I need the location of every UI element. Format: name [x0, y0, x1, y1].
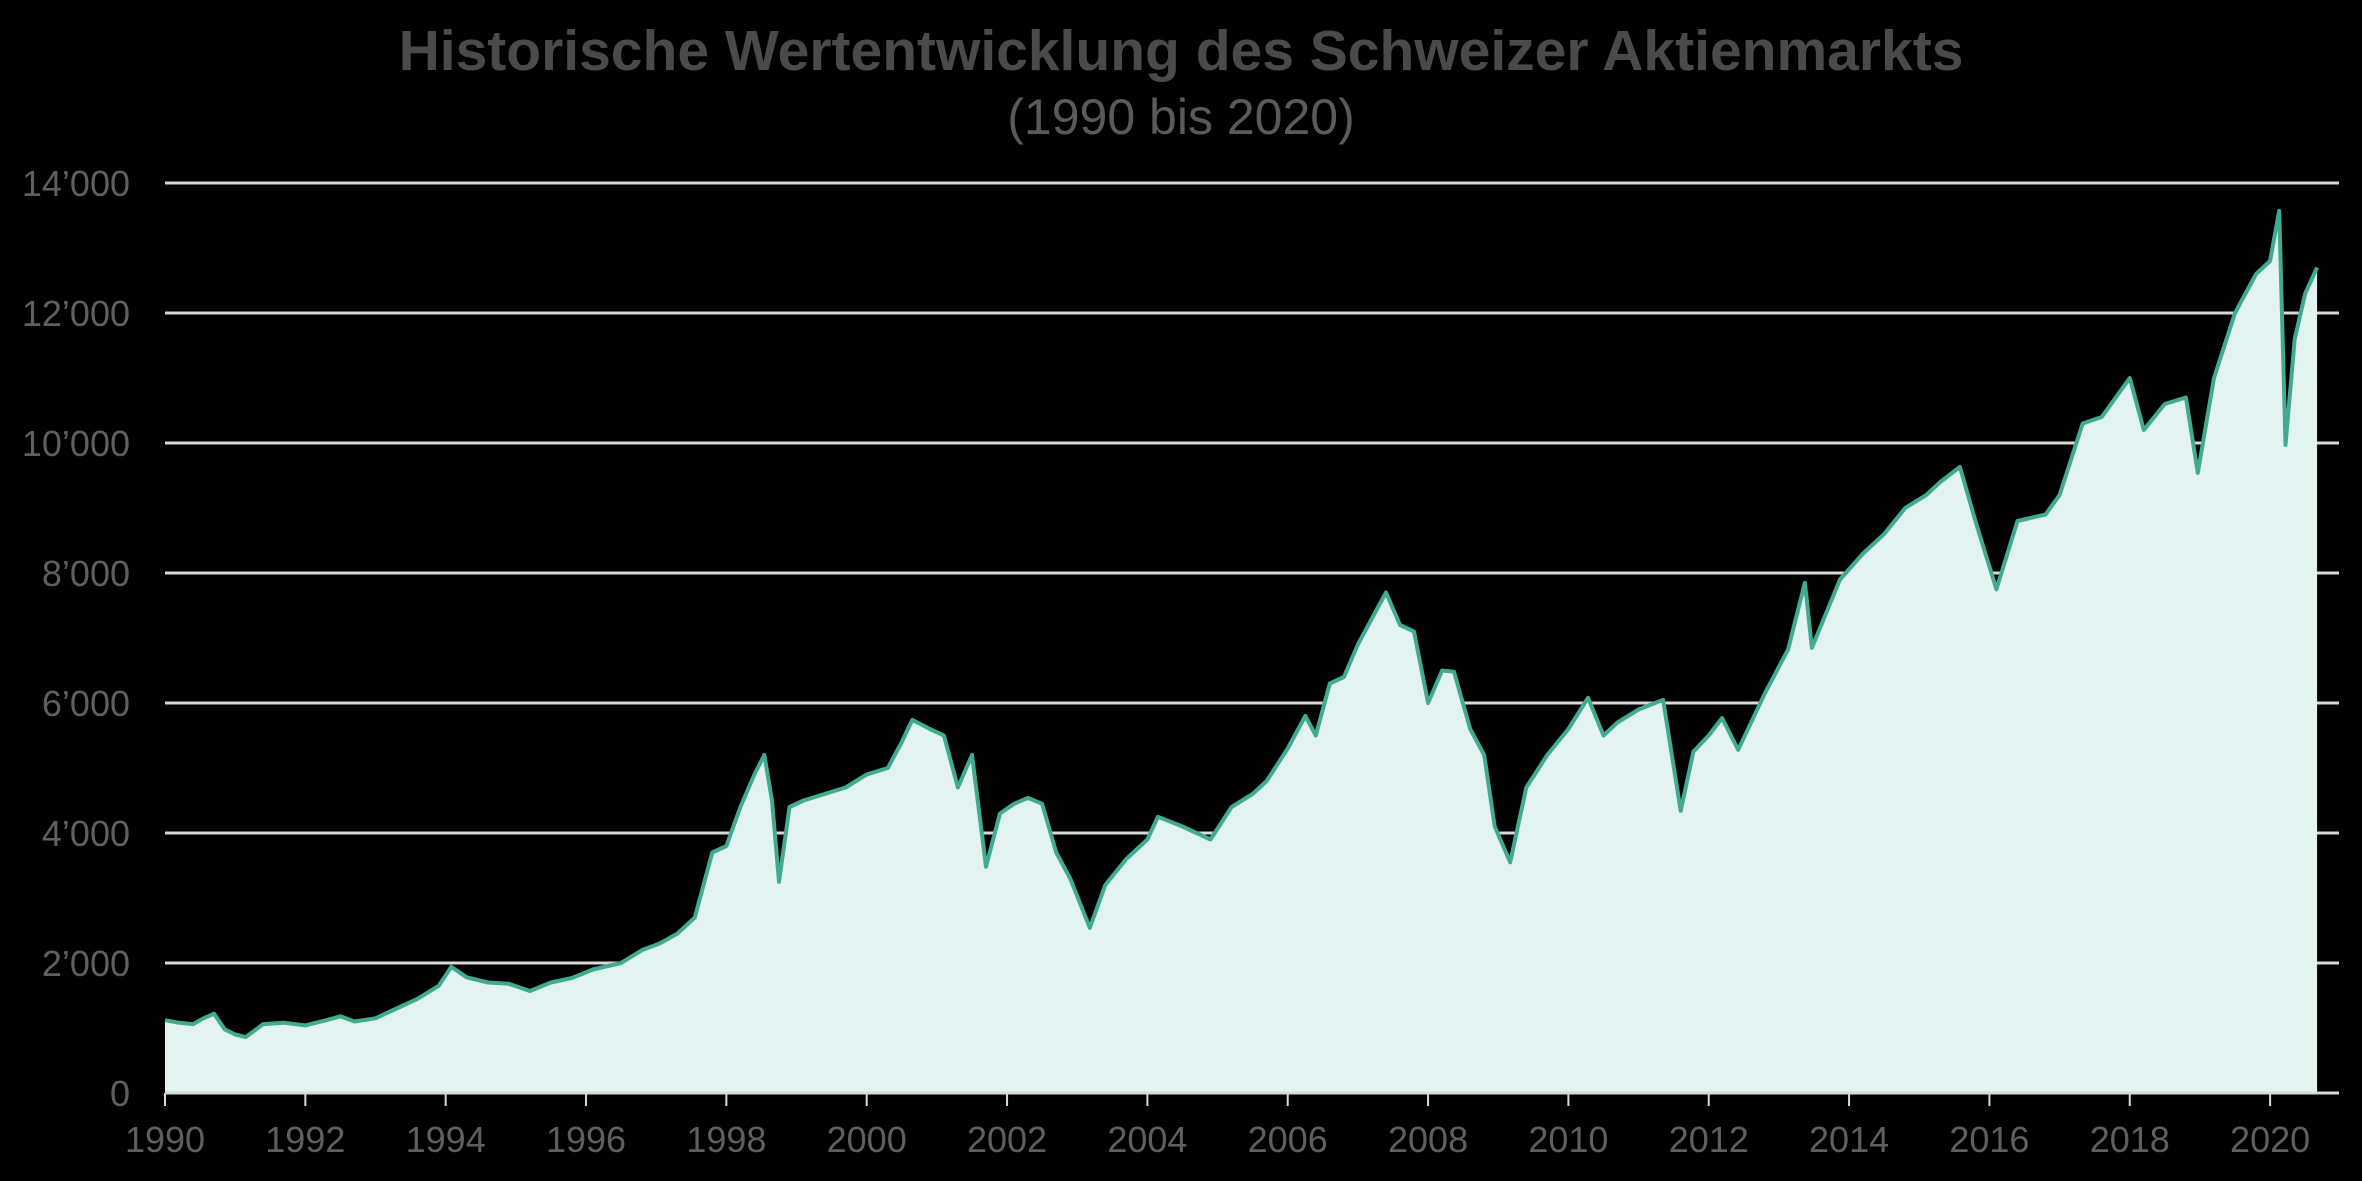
x-tick-label: 1994 [406, 1119, 486, 1160]
x-axis-ticks: 1990 1992 1994 1996 1998 2000 2002 2004 2006 2008… [125, 1093, 2310, 1160]
x-tick-label: 2014 [1809, 1119, 1889, 1160]
x-tick-label: 2006 [1248, 1119, 1328, 1160]
y-tick-label: 8’000 [42, 553, 130, 594]
y-tick-label: 12’000 [22, 293, 130, 334]
x-tick-label: 2016 [1949, 1119, 2029, 1160]
x-tick-label: 2010 [1528, 1119, 1608, 1160]
x-tick-label: 2018 [2090, 1119, 2170, 1160]
x-tick-label: 1992 [265, 1119, 345, 1160]
y-tick-label: 6’000 [42, 683, 130, 724]
x-tick-label: 2020 [2230, 1119, 2310, 1160]
chart-title: Historische Wertentwicklung des Schweize… [398, 19, 1964, 83]
y-tick-label: 10’000 [22, 423, 130, 464]
chart-subtitle: (1990 bis 2020) [1007, 89, 1355, 145]
x-tick-label: 1998 [686, 1119, 766, 1160]
y-tick-label: 2’000 [42, 943, 130, 984]
x-tick-label: 2002 [967, 1119, 1047, 1160]
y-tick-label: 14’000 [22, 163, 130, 204]
y-tick-label: 4’000 [42, 813, 130, 854]
x-tick-label: 2008 [1388, 1119, 1468, 1160]
data-line [164, 208, 2319, 1040]
x-tick-label: 2004 [1107, 1119, 1187, 1160]
y-tick-label: 0 [110, 1073, 130, 1114]
x-tick-label: 1996 [546, 1119, 626, 1160]
x-tick-label: 2012 [1669, 1119, 1749, 1160]
x-tick-label: 2000 [827, 1119, 907, 1160]
x-tick-label: 1990 [125, 1119, 205, 1160]
y-axis-labels: 0 2’000 4’000 6’000 8’000 10’000 12’000 14’000 [22, 163, 130, 1114]
data-area-fill [165, 210, 2318, 1093]
